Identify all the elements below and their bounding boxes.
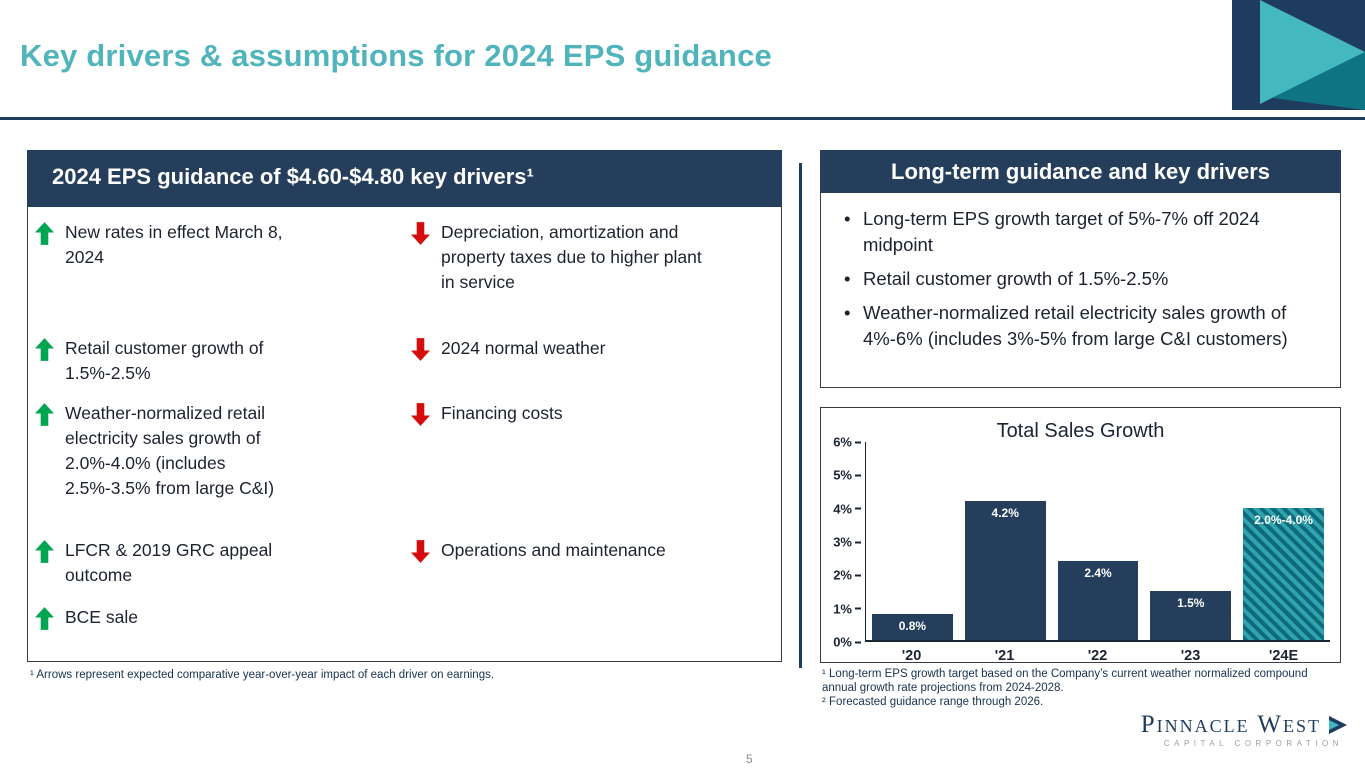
footnote-line: ² Forecasted guidance range through 2026… [822, 696, 1044, 708]
positive-driver: BCE sale [35, 605, 411, 635]
x-tick-label: '23 [1180, 648, 1201, 664]
positive-driver: LFCR & 2019 GRC appeal outcome [35, 538, 411, 588]
driver-text: BCE sale [65, 607, 138, 627]
eps-guidance-panel-header: 2024 EPS guidance of $4.60-$4.80 key dri… [27, 150, 782, 207]
logo-triangle-icon [1329, 716, 1347, 734]
y-tick-label: 5% [833, 468, 861, 483]
positive-driver: Weather-normalized retail electricity sa… [35, 401, 411, 501]
bar-21: 4.2% [964, 501, 1046, 640]
down-arrow-icon [411, 403, 430, 431]
bar-20: 0.8% [872, 613, 953, 640]
corner-decoration [1232, 0, 1365, 110]
y-tick-label: 3% [833, 535, 861, 550]
driver-text: Depreciation, amortization and property … [441, 222, 702, 292]
driver-row: LFCR & 2019 GRC appeal outcome Operation… [35, 538, 773, 588]
chart-x-axis: '20 '21 '22 '23 '24E [865, 648, 1330, 664]
bullet-text: Long-term EPS growth target of 5%-7% off… [863, 208, 1260, 255]
long-term-guidance-header: Long-term guidance and key drivers [820, 150, 1341, 193]
driver-row: Weather-normalized retail electricity sa… [35, 401, 773, 501]
down-arrow-icon [411, 540, 430, 568]
x-tick-label: '22 [1087, 648, 1108, 664]
pinnacle-west-logo: Pinnacle West CAPITAL CORPORATION [1141, 712, 1347, 748]
long-term-guidance-body: Long-term EPS growth target of 5%-7% off… [820, 193, 1341, 388]
bar-23: 1.5% [1150, 590, 1232, 640]
driver-text: Weather-normalized retail electricity sa… [65, 403, 275, 498]
bar-value-label: 1.5% [1177, 595, 1205, 610]
negative-driver: Depreciation, amortization and property … [411, 220, 773, 295]
page-title: Key drivers & assumptions for 2024 EPS g… [20, 38, 772, 73]
bar-value-label: 2.4% [1084, 565, 1112, 580]
driver-text: Retail customer growth of 1.5%-2.5% [65, 338, 264, 383]
chart-plot: 0.8% 4.2% 2.4% 1.5% 2.0%-4.0% [865, 442, 1330, 642]
eps-guidance-panel: 2024 EPS guidance of $4.60-$4.80 key dri… [27, 150, 782, 662]
y-tick-label: 4% [833, 501, 861, 516]
long-term-guidance-panel: Long-term guidance and key drivers Long-… [820, 150, 1341, 388]
bar-value-label: 0.8% [898, 618, 927, 633]
left-footnote: ¹ Arrows represent expected comparative … [30, 669, 495, 681]
chart-title: Total Sales Growth [996, 420, 1165, 442]
chart-y-axis: 0% 1% 2% 3% 4% 5% 6% [825, 435, 861, 650]
driver-row: BCE sale [35, 605, 773, 635]
bar-slot: 4.2% [959, 442, 1052, 640]
total-sales-growth-chart: Total Sales Growth 0% 1% 2% 3% 4% 5% 6% 0.8% 4.… [820, 407, 1341, 664]
bar-value-label: 4.2% [991, 506, 1019, 521]
logo-subtitle: CAPITAL CORPORATION [1163, 739, 1343, 748]
bar-22: 2.4% [1057, 560, 1139, 640]
header-divider-line [0, 117, 1365, 120]
bar-slot: 1.5% [1144, 442, 1237, 640]
positive-driver: New rates in effect March 8, 2024 [35, 220, 411, 295]
bar-slot: 0.8% [866, 442, 959, 640]
bullet-text: Retail customer growth of 1.5%-2.5% [863, 268, 1169, 289]
driver-text: 2024 normal weather [441, 338, 606, 358]
down-arrow-icon [411, 222, 430, 250]
up-arrow-icon [35, 607, 54, 635]
x-tick-label: '24E [1268, 648, 1299, 664]
up-arrow-icon [35, 222, 54, 250]
negative-driver: 2024 normal weather [411, 336, 773, 386]
y-tick-label: 1% [833, 601, 861, 616]
x-tick-label: '21 [994, 648, 1015, 664]
eps-guidance-panel-body: New rates in effect March 8, 2024 Deprec… [27, 207, 782, 662]
y-tick-label: 6% [833, 435, 861, 450]
logo-name: Pinnacle West [1140, 711, 1321, 738]
driver-text: New rates in effect March 8, 2024 [65, 222, 283, 267]
driver-text: Operations and maintenance [441, 540, 666, 560]
y-tick-label: 2% [833, 568, 861, 583]
driver-text: Financing costs [441, 403, 563, 423]
negative-driver: Operations and maintenance [411, 538, 773, 588]
bar-slot: 2.4% [1052, 442, 1145, 640]
vertical-divider [799, 163, 802, 668]
positive-driver: Retail customer growth of 1.5%-2.5% [35, 336, 411, 386]
up-arrow-icon [35, 540, 54, 568]
bar-value-label: 2.0%-4.0% [1254, 513, 1313, 528]
list-item: Long-term EPS growth target of 5%-7% off… [841, 206, 1311, 258]
right-footnotes: ¹ Long-term EPS growth target based on t… [822, 668, 1343, 711]
y-tick-label: 0% [833, 635, 861, 650]
footnote-line: ¹ Long-term EPS growth target based on t… [822, 668, 1308, 694]
bar-24E: 2.0%-4.0% [1243, 508, 1324, 640]
up-arrow-icon [35, 338, 54, 366]
list-item: Weather-normalized retail electricity sa… [841, 300, 1311, 352]
driver-text: LFCR & 2019 GRC appeal outcome [65, 540, 273, 585]
driver-row: New rates in effect March 8, 2024 Deprec… [35, 220, 773, 295]
bullet-text: Weather-normalized retail electricity sa… [863, 302, 1288, 349]
up-arrow-icon [35, 403, 54, 431]
x-tick-label: '20 [901, 648, 922, 664]
list-item: Retail customer growth of 1.5%-2.5% [841, 266, 1311, 292]
page-number: 5 [746, 752, 753, 766]
negative-driver: Financing costs [411, 401, 773, 501]
driver-row: Retail customer growth of 1.5%-2.5% 2024… [35, 336, 773, 386]
down-arrow-icon [411, 338, 430, 366]
bar-slot: 2.0%-4.0% [1237, 442, 1330, 640]
